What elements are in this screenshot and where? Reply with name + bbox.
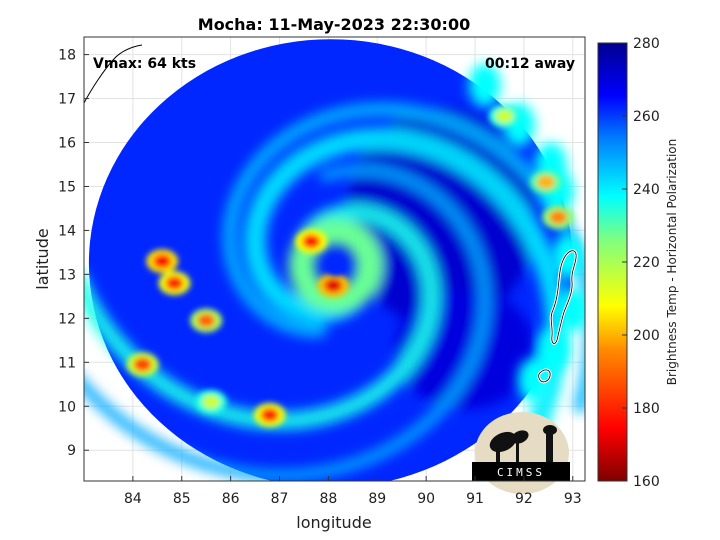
y-tick-label: 9	[67, 443, 76, 459]
x-tick-label: 91	[466, 491, 484, 507]
colorbar-ticks: 160 180 200 220 240 260 280	[622, 36, 660, 490]
colorbar-tick-label: 180	[633, 401, 660, 417]
y-axis-label: latitude	[33, 228, 52, 289]
colorbar-tick-label: 280	[633, 36, 660, 52]
x-tick-label: 88	[319, 491, 337, 507]
vmax-annotation: Vmax: 64 kts	[93, 56, 196, 72]
x-tick-label: 85	[173, 491, 191, 507]
coastline-india	[84, 44, 143, 104]
rainband-west-2	[165, 276, 184, 291]
rainband-west-3	[197, 313, 216, 328]
y-tick-label: 14	[58, 223, 76, 239]
x-tick-label: 93	[564, 491, 582, 507]
convection-sw	[133, 357, 152, 372]
y-tick-label: 15	[58, 179, 76, 195]
band-east-2	[536, 175, 555, 190]
x-tick-label: 89	[368, 491, 386, 507]
x-axis-ticks: 84 85 86 87 88 89 90 91 92 93	[124, 476, 582, 507]
cimss-logo: CIMSS	[472, 412, 570, 494]
time-away-annotation: 00:12 away	[485, 56, 575, 72]
colorbar-tick-label: 160	[633, 474, 660, 490]
eyewall-south	[324, 278, 343, 293]
y-tick-label: 10	[58, 399, 76, 415]
swath-texture	[84, 102, 585, 481]
x-tick-label: 87	[271, 491, 289, 507]
coastline-group	[84, 44, 578, 384]
eastern-band-cell	[517, 357, 550, 402]
colorbar-tick-label: 200	[633, 328, 660, 344]
x-tick-label: 90	[417, 491, 435, 507]
y-tick-label: 17	[58, 92, 76, 108]
colorbar-tick-label: 260	[633, 109, 660, 125]
eastern-band-cell	[468, 63, 501, 108]
rainband-south-2	[202, 394, 221, 409]
clear-air-region	[345, 107, 536, 328]
inner-core-ring	[288, 218, 383, 313]
y-tick-label: 11	[58, 355, 76, 371]
y-axis-ticks: 9 10 11 12 13 14 15 16 17 18	[58, 48, 89, 459]
colorbar-tick-label: 240	[633, 182, 660, 198]
band-east-3	[495, 109, 514, 124]
band-east-1	[549, 210, 568, 225]
logo-text: CIMSS	[497, 466, 545, 479]
eyewall-west	[302, 234, 321, 249]
rainband-south-1	[260, 408, 279, 423]
y-tick-label: 18	[58, 48, 76, 64]
y-tick-label: 12	[58, 311, 76, 327]
y-tick-label: 16	[58, 136, 76, 152]
eastern-band-cell	[537, 327, 570, 372]
y-tick-label: 13	[58, 267, 76, 283]
spiral-band	[84, 163, 491, 481]
eastern-band-cell	[551, 234, 584, 279]
chart-title: Mocha: 11-May-2023 22:30:00	[198, 15, 470, 34]
storm-eye	[325, 255, 346, 276]
rainband-west-1	[153, 254, 172, 269]
eastern-band-cell	[556, 287, 585, 332]
x-tick-label: 84	[124, 491, 142, 507]
brightness-temp-swath	[84, 39, 585, 481]
colorbar-tick-label: 220	[633, 255, 660, 271]
convective-features	[126, 104, 575, 428]
x-tick-label: 92	[515, 491, 533, 507]
coastline-little-andaman-outline	[538, 369, 551, 383]
x-axis-label: longitude	[296, 513, 371, 532]
axes-frame	[83, 36, 586, 482]
coastline-andaman-north-outline	[550, 250, 577, 344]
x-tick-label: 86	[222, 491, 240, 507]
colorbar-label: Brightness Temp - Horizontal Polarizatio…	[665, 139, 679, 386]
